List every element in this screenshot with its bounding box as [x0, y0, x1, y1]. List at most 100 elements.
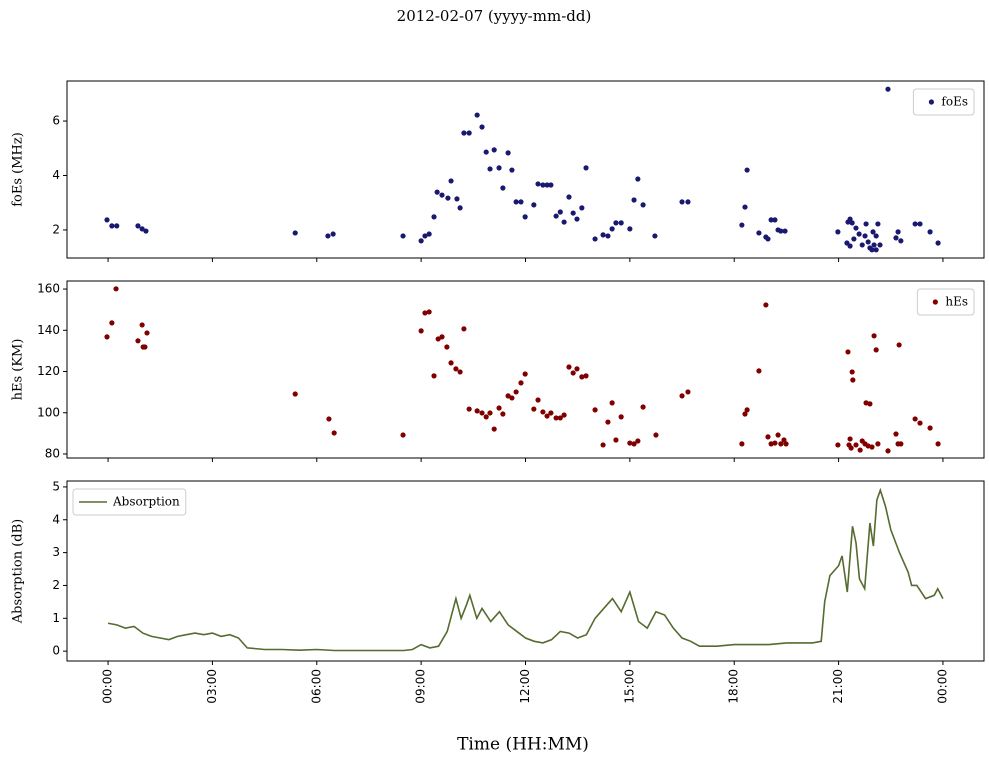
scatter-point — [531, 202, 537, 208]
scatter-point — [863, 221, 869, 227]
scatter-point — [518, 380, 524, 386]
scatter-point — [862, 233, 868, 239]
scatter-point — [912, 416, 918, 422]
scatter-point — [553, 213, 559, 219]
scatter-point — [618, 414, 624, 420]
scatter-point — [574, 216, 580, 222]
scatter-point — [600, 232, 606, 238]
x-tick-label: 21:00 — [831, 669, 845, 704]
scatter-point — [522, 214, 528, 220]
scatter-point — [330, 231, 336, 237]
scatter-point — [859, 242, 865, 248]
legend-label: hEs — [945, 295, 968, 309]
scatter-point — [875, 221, 881, 227]
legend-label: Absorption — [112, 495, 180, 509]
x-tick-label: 00:00 — [101, 669, 115, 704]
y-tick-label: 6 — [52, 114, 60, 128]
scatter-point — [778, 228, 784, 234]
scatter-point — [491, 426, 497, 432]
scatter-point — [566, 194, 572, 200]
y-tick-label: 100 — [37, 405, 60, 419]
x-axis-label: Time (HH:MM) — [457, 735, 589, 755]
scatter-point — [331, 430, 337, 436]
scatter-point — [561, 412, 567, 418]
scatter-point — [640, 202, 646, 208]
scatter-point — [739, 441, 745, 447]
scatter-point — [426, 231, 432, 237]
scatter-point — [500, 411, 506, 417]
scatter-point — [104, 217, 110, 223]
scatter-point — [885, 86, 891, 92]
y-tick-label: 120 — [37, 364, 60, 378]
plot-frame — [66, 80, 985, 259]
scatter-point — [435, 336, 441, 342]
scatter-point — [744, 167, 750, 173]
scatter-point — [553, 415, 559, 421]
scatter-point — [292, 230, 298, 236]
scatter-point — [857, 447, 863, 453]
scatter-point — [850, 377, 856, 383]
scatter-point — [461, 130, 467, 136]
scatter-point — [772, 217, 778, 223]
subplot: 80 100 120 140 160 hEs (KM) hEs — [11, 280, 985, 462]
scatter-point — [509, 395, 515, 401]
scatter-point — [865, 239, 871, 245]
scatter-point — [422, 310, 428, 316]
scatter-point — [325, 233, 331, 239]
y-tick-label: 140 — [37, 323, 60, 337]
scatter-point — [544, 413, 550, 419]
scatter-point — [461, 326, 467, 332]
scatter-point — [627, 226, 633, 232]
scatter-point — [139, 226, 145, 232]
scatter-point — [765, 434, 771, 440]
scatter-point — [557, 209, 563, 215]
scatter-point — [869, 247, 875, 253]
scatter-point — [627, 440, 633, 446]
scatter-point — [466, 130, 472, 136]
plot-frame — [66, 280, 985, 459]
scatter-point — [548, 182, 554, 188]
scatter-point — [570, 370, 576, 376]
scatter-point — [483, 149, 489, 155]
x-tick-label: 06:00 — [309, 669, 323, 704]
scatter-point — [496, 405, 502, 411]
scatter-point — [574, 366, 580, 372]
scatter-point — [605, 419, 611, 425]
x-tick-label: 00:00 — [935, 669, 949, 704]
scatter-point — [104, 334, 110, 340]
scatter-point — [856, 231, 862, 237]
scatter-point — [742, 204, 748, 210]
scatter-point — [548, 410, 554, 416]
scatter-point — [744, 407, 750, 413]
y-tick-label: 2 — [52, 222, 60, 236]
scatter-point — [109, 320, 115, 326]
scatter-point — [535, 181, 541, 187]
scatter-point — [867, 401, 873, 407]
scatter-point — [609, 226, 615, 232]
legend-swatch — [928, 99, 935, 105]
scatter-point — [557, 415, 563, 421]
scatter-point — [898, 441, 904, 447]
legend-box — [912, 88, 975, 116]
legend-swatch — [932, 299, 938, 305]
scatter-point — [893, 235, 899, 241]
scatter-point — [448, 360, 454, 366]
legend-box — [72, 488, 187, 516]
scatter-point — [772, 440, 778, 446]
scatter-point — [445, 195, 451, 201]
scatter-point — [444, 344, 450, 350]
scatter-point — [635, 176, 641, 182]
scatter-point — [898, 238, 904, 244]
scatter-point — [418, 238, 424, 244]
scatter-point — [873, 247, 879, 253]
legend-box — [916, 288, 975, 316]
scatter-point — [474, 112, 480, 118]
scatter-point — [454, 196, 460, 202]
scatter-point — [566, 364, 572, 370]
scatter-point — [877, 242, 883, 248]
scatter-point — [600, 442, 606, 448]
y-tick-label: 4 — [52, 512, 60, 526]
scatter-point — [457, 369, 463, 375]
y-tick-label: 1 — [52, 611, 60, 625]
scatter-point — [847, 436, 853, 442]
